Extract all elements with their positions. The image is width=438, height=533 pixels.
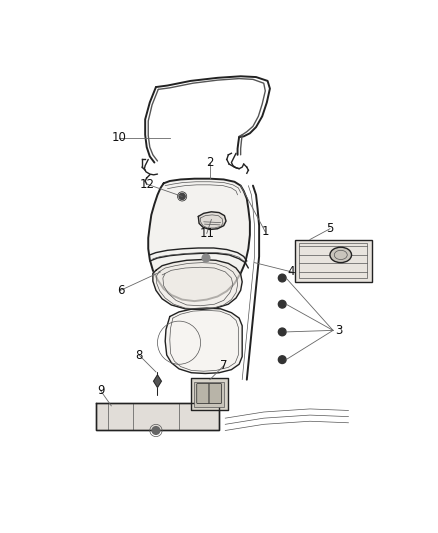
Circle shape — [279, 328, 286, 336]
Text: 1: 1 — [261, 225, 269, 238]
Text: 6: 6 — [117, 284, 124, 297]
Bar — [191, 378, 228, 410]
FancyBboxPatch shape — [197, 384, 209, 403]
Text: 4: 4 — [288, 265, 295, 278]
Text: 9: 9 — [97, 384, 104, 397]
Circle shape — [179, 193, 185, 199]
Text: 5: 5 — [326, 222, 334, 235]
Polygon shape — [148, 179, 250, 301]
Polygon shape — [153, 260, 242, 310]
Text: 11: 11 — [199, 227, 214, 240]
Text: 2: 2 — [206, 156, 214, 169]
Polygon shape — [198, 212, 226, 230]
Text: 12: 12 — [139, 177, 154, 191]
Circle shape — [202, 254, 210, 262]
Bar — [299, 243, 367, 278]
Bar — [194, 382, 224, 407]
Polygon shape — [154, 375, 161, 387]
Text: 3: 3 — [336, 324, 343, 337]
Bar — [96, 403, 219, 431]
Polygon shape — [165, 308, 242, 374]
Text: 10: 10 — [112, 131, 127, 144]
Circle shape — [279, 301, 286, 308]
Circle shape — [279, 274, 286, 282]
FancyBboxPatch shape — [209, 384, 221, 403]
Ellipse shape — [330, 247, 352, 263]
Circle shape — [279, 356, 286, 364]
Circle shape — [152, 426, 160, 434]
Text: 7: 7 — [220, 359, 227, 372]
Bar — [294, 239, 371, 282]
Text: 8: 8 — [135, 349, 143, 361]
